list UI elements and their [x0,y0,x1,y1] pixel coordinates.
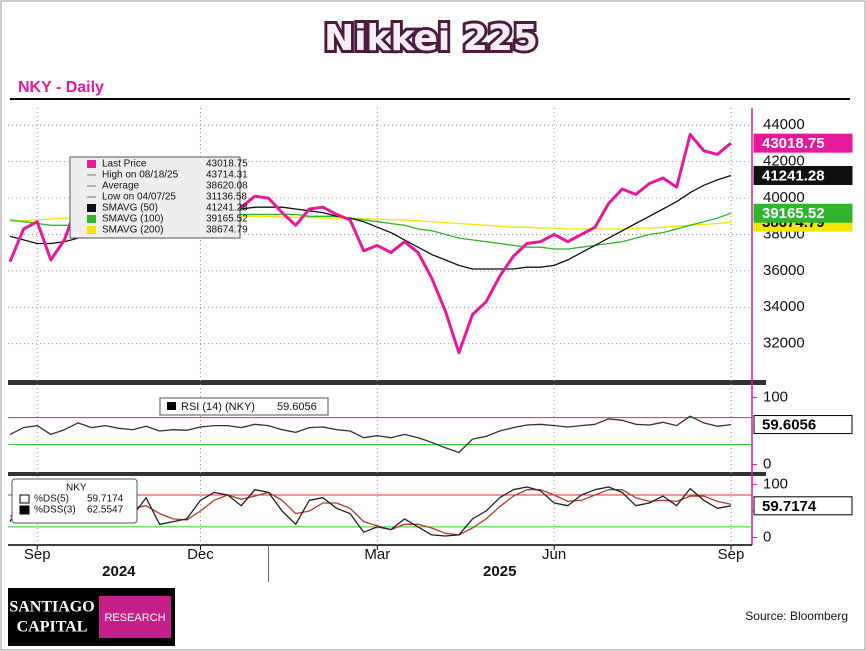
legend-value: 41241.28 [206,203,248,214]
x-tick-label: Mar [364,546,390,563]
panel-separator [8,380,766,385]
x-year-label: 2024 [102,563,136,580]
y-tick-label: 32000 [763,335,805,352]
legend [159,397,329,416]
value-tag [753,203,853,223]
legend-swatch [87,204,96,212]
value-tag-label: 59.6056 [762,417,816,434]
x-year-label: 2025 [483,563,516,580]
chart-title: Nikkei 225 [324,18,538,59]
value-tag [753,496,853,516]
value-tag-label: 59.7174 [762,498,817,515]
legend-swatch [19,505,30,515]
y-tick-label: 100 [763,388,788,405]
legend-label: RSI (14) (NKY) [181,401,255,413]
legend-value: 31136.58 [206,192,247,203]
legend-value: 43018.75 [206,159,248,170]
value-tag [753,165,853,185]
legend-value: 38674.79 [206,225,248,236]
series-line [9,415,732,454]
y-tick-label: 0 [763,456,771,473]
legend-swatch [87,160,96,168]
legend-value: 43714.31 [206,170,248,181]
y-tick-label: 42000 [763,153,805,170]
value-tag-label: 41241.28 [762,167,825,184]
legend-label: High on 08/18/25 [102,170,179,181]
subtitle: NKY - Daily [18,79,104,96]
logo-text: CAPITAL [17,619,88,636]
legend-value: 38620.08 [206,181,248,192]
legend-label: %DSS(3) [34,505,76,516]
legend-swatch [87,226,96,234]
legend [11,478,138,524]
legend-value: 59.7174 [87,494,124,505]
value-tag-label: 39165.52 [762,205,825,222]
legend-value: 59.6056 [277,401,317,413]
y-tick-label: 0 [763,529,771,546]
title-outline: Nikkei 225 [324,18,538,59]
legend-value: 62.5547 [87,505,124,516]
legend-label: SMAVG (200) [102,225,164,236]
legend-swatch [19,494,30,504]
y-tick-label: 44000 [763,116,805,133]
x-tick-label: Sep [24,546,51,563]
source: Source: Bloomberg [745,609,848,623]
legend-label: SMAVG (50) [102,203,158,214]
logo-badge-text: RESEARCH [104,612,165,624]
legend-swatch [167,402,176,410]
legend-value: 39165.52 [206,214,248,225]
y-tick-label: 40000 [763,189,805,206]
value-tag [753,415,853,435]
legend-swatch [87,215,96,223]
logo-badge [99,596,171,638]
legend-label: SMAVG (100) [102,214,164,225]
legend [69,156,241,239]
value-tag-label: 43018.75 [762,135,825,152]
logo-text: SANTIAGO [9,599,94,616]
legend-label: %DS(5) [34,494,69,505]
y-tick-label: 34000 [763,298,805,315]
panel-separator [8,472,766,476]
legend-title: NKY [66,483,87,494]
y-tick-label: 100 [763,475,788,492]
legend-label: Average [102,181,140,192]
y-tick-label: 36000 [763,262,805,279]
value-tag [753,133,853,153]
legend-label: Low on 04/07/25 [102,192,176,203]
x-tick-label: Sep [718,546,745,563]
x-tick-label: Jun [542,546,566,563]
x-tick-label: Dec [187,546,214,563]
legend-label: Last Price [102,159,147,170]
